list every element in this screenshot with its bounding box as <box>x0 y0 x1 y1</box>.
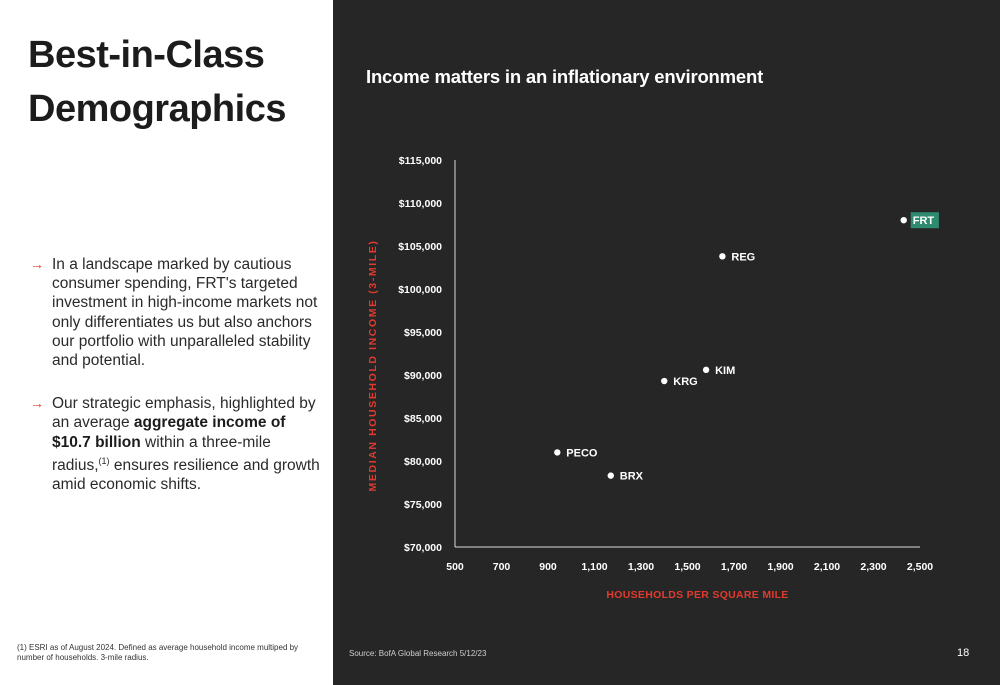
page-number: 18 <box>957 647 970 659</box>
slide-title-line-2: Demographics <box>28 88 286 130</box>
point-label-peco: PECO <box>566 447 598 459</box>
bullet-item: → Our strategic emphasis, highlighted by… <box>30 394 320 494</box>
footnote: (1) ESRI as of August 2024. Defined as a… <box>17 643 299 662</box>
footnote-ref: (1) <box>98 455 110 466</box>
x-tick-label: 2,300 <box>860 561 886 573</box>
point-label-brx: BRX <box>620 471 644 483</box>
y-tick-label: $105,000 <box>398 241 442 253</box>
y-tick-label: $95,000 <box>404 327 442 339</box>
y-tick-label: $70,000 <box>404 542 442 554</box>
bullet-list: → In a landscape marked by cautious cons… <box>30 255 320 518</box>
bullet-text-after: ensures resilience and growth amid econo… <box>52 456 320 494</box>
data-point-kim <box>702 366 710 374</box>
y-tick-label: $100,000 <box>398 284 442 296</box>
point-label-frt: FRT <box>913 215 935 227</box>
data-point-brx <box>607 472 614 479</box>
x-tick-label: 1,300 <box>628 561 654 573</box>
bullet-text: In a landscape marked by cautious consum… <box>52 256 318 370</box>
bullet-text-middle: within a three-mile radius, <box>52 433 271 474</box>
highlight-box <box>910 212 939 229</box>
point-label-krg: KRG <box>673 376 697 388</box>
arrow-right-icon: → <box>30 256 44 272</box>
left-panel: Best-in-Class Demographics → In a landsc… <box>0 0 333 685</box>
data-point-reg <box>719 253 726 260</box>
arrow-right-icon: → <box>30 395 44 412</box>
y-axis-title: MEDIAN HOUSEHOLD INCOME (3-MILE) <box>367 240 379 492</box>
source-note: Source: BofA Global Research 5/12/23 <box>349 649 487 658</box>
x-tick-label: 900 <box>539 561 557 573</box>
y-tick-label: $90,000 <box>404 370 442 382</box>
y-tick-label: $110,000 <box>399 198 442 210</box>
y-tick-label: $115,000 <box>399 155 442 167</box>
bullet-bold-text: aggregate income of $10.7 billion <box>52 414 286 451</box>
y-tick-label: $75,000 <box>404 499 442 511</box>
slide-title: Best-in-Class Demographics <box>28 28 328 136</box>
data-point-frt <box>900 217 907 224</box>
y-tick-label: $80,000 <box>404 456 442 468</box>
point-label-reg: REG <box>731 251 755 263</box>
point-label-kim: KIM <box>715 365 735 377</box>
chart-panel: Income matters in an inflationary enviro… <box>333 0 1000 685</box>
x-tick-label: 1,700 <box>721 561 747 573</box>
bullet-item: → In a landscape marked by cautious cons… <box>30 255 320 370</box>
bullet-text-before: Our strategic emphasis, highlighted by a… <box>52 395 316 432</box>
x-tick-label: 500 <box>446 561 464 573</box>
data-point-peco <box>554 449 561 456</box>
data-point-krg <box>661 377 668 385</box>
x-tick-label: 2,500 <box>907 561 933 573</box>
x-tick-label: 2,100 <box>814 561 840 573</box>
scatter-chart: HOUSEHOLDS PER SQUARE MILE MEDIAN HOUSEHO… <box>367 155 939 601</box>
x-axis-title: HOUSEHOLDS PER SQUARE MILE <box>606 589 788 601</box>
x-tick-label: 1,100 <box>581 561 607 573</box>
x-tick-label: 1,500 <box>674 561 700 573</box>
y-tick-label: $85,000 <box>404 413 442 425</box>
slide-title-line-1: Best-in-Class <box>28 34 265 76</box>
x-tick-label: 700 <box>493 561 511 573</box>
chart-title: Income matters in an inflationary enviro… <box>366 66 764 87</box>
x-tick-label: 1,900 <box>767 561 793 573</box>
